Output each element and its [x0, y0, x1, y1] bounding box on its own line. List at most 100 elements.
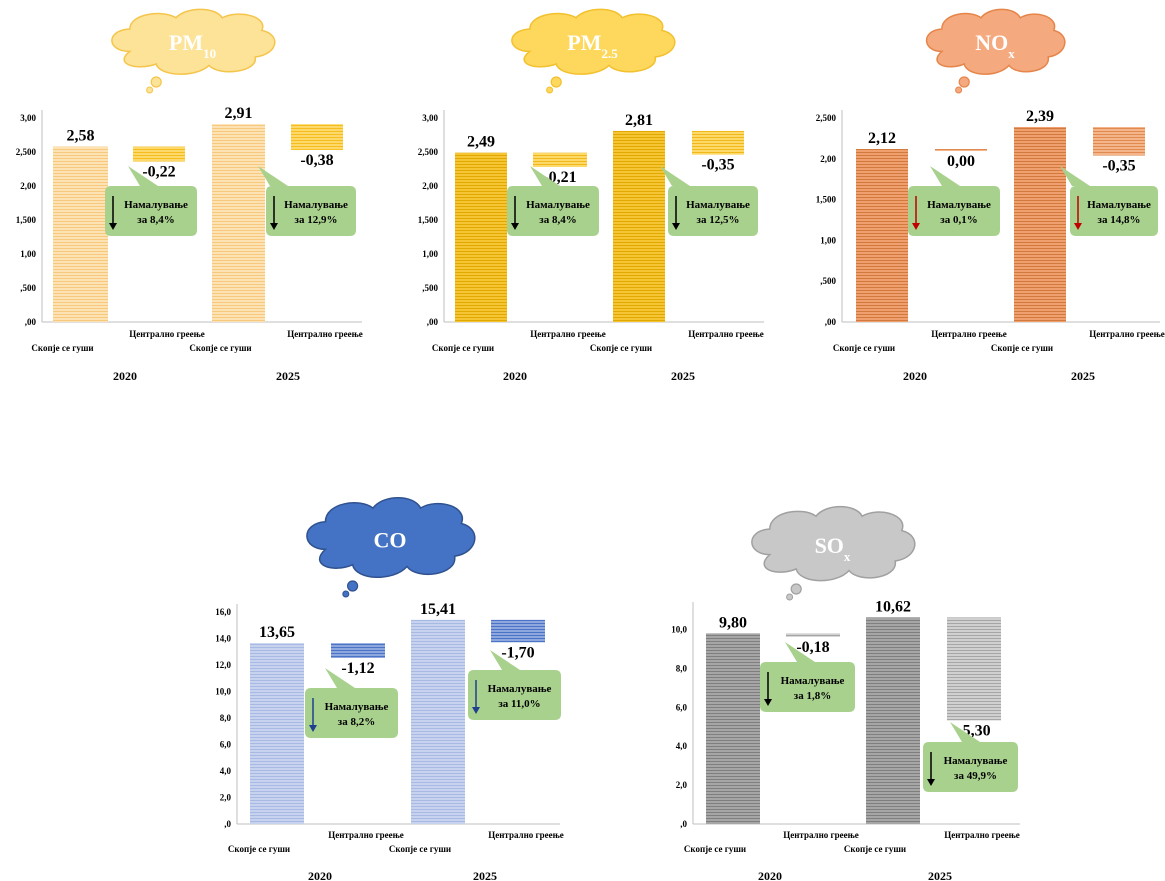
y-tick-label: 3,00	[20, 113, 36, 123]
cloud-bubble	[786, 593, 794, 601]
chart-panel-sox: SOx10,08,06,04,02,0,09,80-0,1810,62-5,30…	[671, 505, 1020, 881]
callout-line1: Намалување	[944, 755, 1008, 767]
callout-bubble	[923, 722, 1018, 792]
bar-value-label: 2,12	[868, 130, 896, 147]
callout-line2: за 8,4%	[539, 214, 576, 226]
callout-1: Намалување за 12,9%	[258, 166, 356, 236]
y-tick-label: 4,0	[676, 741, 688, 751]
y-tick-label: 3,00	[422, 113, 438, 123]
y-tick-label: 1,500	[816, 195, 837, 205]
y-tick-label: 2,500	[16, 147, 37, 157]
bar-1	[331, 643, 385, 658]
bar-1	[133, 146, 185, 162]
callout-bubble	[760, 642, 855, 712]
y-tick-label: 1,500	[16, 215, 37, 225]
bar-value-label: -0,18	[796, 639, 829, 656]
y-tick-label: 4,0	[220, 766, 232, 776]
chart-title: PM10	[169, 30, 216, 61]
bar-1	[935, 149, 987, 152]
y-tick-label: 10,0	[215, 687, 231, 697]
y-tick-label: 2,00	[422, 181, 438, 191]
y-tick-label: 6,0	[220, 740, 232, 750]
cloud-bubble	[150, 76, 162, 88]
callout-0: Намалување за 8,2%	[305, 668, 398, 738]
callout-line1: Намалување	[927, 199, 991, 211]
bar-3	[692, 130, 744, 155]
bar-3	[491, 619, 545, 643]
category-label: Централно греење	[129, 329, 205, 339]
callout-0: Намалување за 8,4%	[105, 166, 197, 236]
bar-value-label: -0,35	[1102, 158, 1135, 175]
callout-1: Намалување за 12,5%	[660, 166, 758, 236]
bar-2	[212, 124, 265, 323]
y-tick-label: 2,0	[220, 793, 232, 803]
cloud-title-shape	[925, 8, 1066, 75]
category-label: Скопје се гуши	[31, 343, 93, 353]
bar-0	[250, 643, 304, 824]
y-tick-label: 1,00	[820, 235, 836, 245]
year-label: 2020	[113, 369, 137, 383]
bar-value-label: 2,91	[225, 105, 253, 122]
year-label: 2025	[671, 369, 695, 383]
callout-line2: за 49,9%	[954, 770, 997, 782]
category-label: Централно греење	[931, 329, 1007, 339]
category-label: Скопје се гуши	[833, 343, 895, 353]
bar-value-label: 9,80	[719, 614, 747, 631]
chart-title: SOx	[815, 533, 851, 564]
callout-line1: Намалување	[284, 199, 348, 211]
cloud-bubble	[342, 590, 350, 598]
bar-1	[786, 633, 840, 637]
callout-line1: Намалување	[124, 199, 188, 211]
y-tick-label: 2,00	[820, 154, 836, 164]
cloud-bubble	[347, 580, 359, 592]
bar-0	[706, 633, 760, 824]
bar-2	[866, 617, 920, 824]
y-tick-label: ,500	[820, 276, 836, 286]
down-arrow-head-icon	[912, 223, 920, 230]
callout-1: Намалување за 49,9%	[923, 722, 1018, 792]
y-tick-label: 1,500	[418, 215, 439, 225]
y-tick-label: 2,500	[816, 113, 837, 123]
cloud-title-shape	[306, 496, 476, 579]
cloud-title-shape	[511, 8, 676, 75]
y-tick-label: 1,00	[20, 249, 36, 259]
callout-bubble	[507, 166, 599, 236]
y-tick-label: 2,00	[20, 181, 36, 191]
category-label: Скопје се гуши	[590, 343, 652, 353]
callout-line1: Намалување	[781, 675, 845, 687]
callout-bubble	[908, 166, 1000, 236]
down-arrow-head-icon	[1074, 223, 1082, 230]
bar-value-label: 10,62	[875, 598, 911, 615]
year-label: 2025	[928, 869, 952, 881]
chart-panel-co: CO 16,0 14,0 12,0 10,0 8,0 6,0 4,0 2,0 ,0 13,65 -1,…	[215, 496, 564, 881]
year-label: 2020	[903, 369, 927, 383]
cloud-bubble	[550, 76, 562, 88]
y-tick-label: ,00	[825, 317, 837, 327]
callout-line2: за 14,8%	[1098, 214, 1141, 226]
chart-panel-pm10: PM10 3,00 2,500 2,00 1,500 1,00 ,500 ,00 2,58 -0,…	[16, 8, 363, 383]
category-label: Централно греење	[688, 329, 764, 339]
year-label: 2025	[1071, 369, 1095, 383]
y-tick-label: ,0	[680, 819, 687, 829]
bar-2	[613, 130, 665, 322]
category-label: Централно греење	[944, 830, 1020, 840]
bar-value-label: -1,70	[501, 644, 534, 661]
bar-value-label: 2,81	[625, 112, 653, 129]
callout-line1: Намалување	[526, 199, 590, 211]
callout-bubble	[468, 650, 561, 720]
chart-title: NOx	[975, 30, 1015, 61]
callout-line2: за 11,0%	[498, 698, 540, 710]
down-arrow-head-icon	[472, 707, 480, 714]
year-label: 2025	[276, 369, 300, 383]
category-label: Скопје се гуши	[228, 844, 290, 854]
y-tick-label: 2,500	[418, 147, 439, 157]
bar-2	[411, 619, 465, 824]
cloud-bubble	[546, 86, 554, 94]
bar-value-label: 13,65	[259, 624, 295, 641]
callout-0: Намалување за 8,4%	[507, 166, 599, 236]
callout-bubble	[660, 166, 758, 236]
y-tick-label: 12,0	[215, 660, 231, 670]
cloud-bubble	[790, 583, 802, 595]
bar-value-label: 2,58	[67, 128, 95, 145]
